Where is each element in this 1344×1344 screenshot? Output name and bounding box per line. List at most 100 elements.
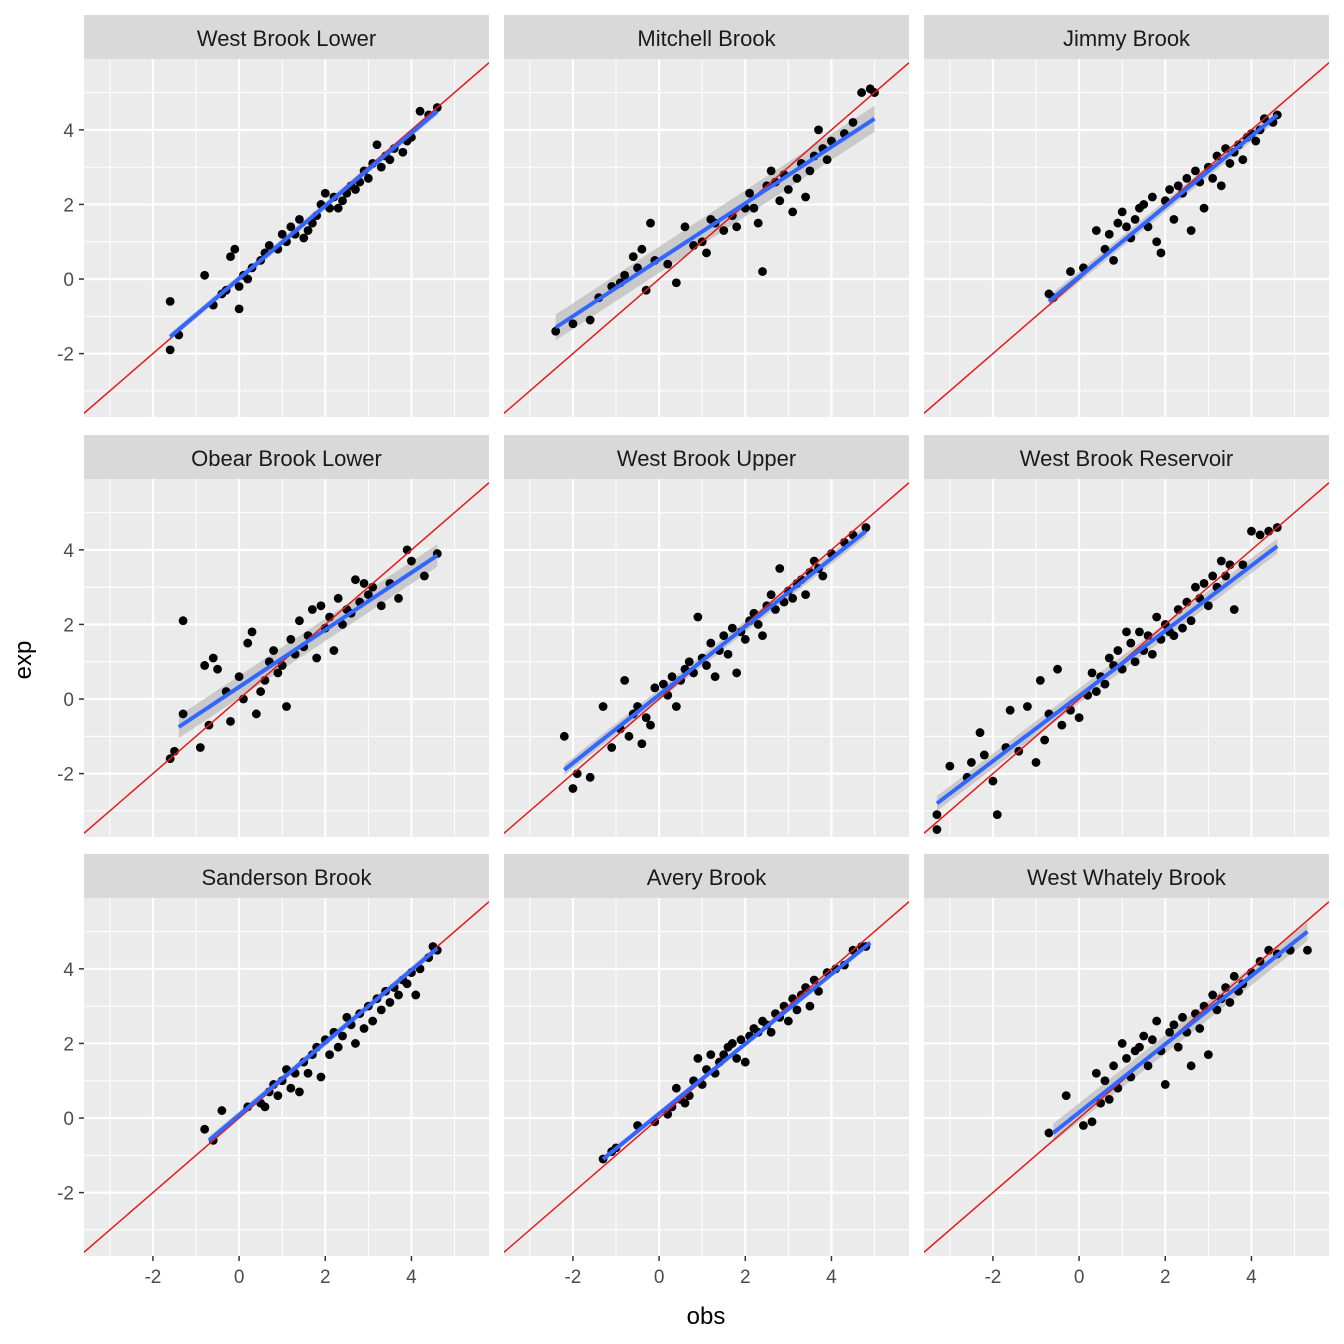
data-point [372, 140, 382, 150]
data-point [351, 1039, 360, 1048]
data-point [680, 222, 690, 232]
data-point [585, 772, 595, 782]
regression-line [168, 109, 439, 339]
data-point [1061, 1091, 1071, 1101]
data-point [1165, 185, 1174, 194]
regression-line [1052, 929, 1309, 1135]
regression-line [601, 941, 872, 1161]
data-point [351, 185, 360, 194]
y-tick-label: 0 [63, 1109, 74, 1130]
data-point [342, 1012, 352, 1022]
facet-strip [504, 854, 909, 898]
data-point [195, 743, 205, 752]
data-point [1169, 631, 1179, 641]
data-point [732, 668, 742, 678]
data-point [1199, 579, 1209, 588]
x-tick-label: 4 [1246, 1267, 1257, 1288]
data-point [1216, 556, 1226, 566]
data-point [641, 713, 651, 723]
data-point [1143, 1061, 1153, 1071]
data-point [1147, 649, 1157, 659]
data-point [857, 88, 867, 97]
y-tick-label: -2 [57, 1184, 74, 1205]
facet-strip-title: Jimmy Brook [1063, 26, 1191, 51]
facet-strip-title: West Brook Upper [617, 446, 796, 471]
data-point [1225, 159, 1235, 168]
data-point [1087, 668, 1097, 678]
facet-panel: Mitchell Brook [504, 15, 909, 417]
data-point [932, 825, 942, 834]
data-point [598, 702, 608, 711]
data-point [766, 1027, 776, 1037]
regression-line [563, 529, 868, 772]
data-point [1186, 1061, 1196, 1071]
data-point [719, 631, 729, 641]
data-point [740, 634, 750, 644]
facet-strip [84, 15, 489, 59]
data-point [1238, 560, 1248, 570]
data-point [351, 575, 360, 585]
data-point [783, 185, 793, 194]
data-point [723, 649, 733, 659]
x-tick-label: 0 [654, 1267, 665, 1288]
data-point [693, 1053, 703, 1063]
reference-line [84, 482, 489, 834]
x-tick-label: -2 [984, 1267, 1001, 1288]
data-point [1122, 627, 1131, 637]
data-point [775, 196, 785, 206]
facet-panel: Obear Brook Lower -2 0 2 4 [57, 435, 489, 837]
data-point [671, 278, 681, 288]
data-point [165, 345, 175, 355]
data-point [286, 222, 296, 232]
data-point [226, 252, 235, 262]
panel-plot-area [924, 62, 1329, 414]
data-point [706, 1050, 716, 1060]
data-point [1005, 705, 1015, 715]
data-point [992, 810, 1002, 820]
data-point [628, 252, 638, 262]
data-point [316, 601, 326, 611]
data-point [286, 1083, 296, 1093]
panel-plot-area [84, 62, 489, 414]
data-point [234, 282, 244, 291]
data-point [1135, 1042, 1144, 1052]
data-point [568, 319, 578, 329]
data-point [975, 728, 985, 737]
data-point [1040, 735, 1050, 745]
data-point [1255, 530, 1265, 540]
data-point [411, 990, 421, 1000]
data-point [659, 679, 668, 689]
panel-plot-area [924, 482, 1329, 834]
y-tick-label: 2 [63, 1034, 74, 1055]
facet-strip [84, 435, 489, 479]
x-tick-label: 4 [826, 1267, 837, 1288]
data-point [295, 1087, 304, 1097]
data-point [200, 1124, 210, 1134]
data-point [338, 1031, 347, 1041]
data-point [1186, 616, 1196, 626]
data-point [1203, 601, 1213, 611]
data-point [359, 579, 369, 588]
data-point [788, 207, 798, 217]
data-point [200, 661, 210, 670]
panel-plot-area [84, 901, 489, 1253]
data-point [684, 657, 694, 667]
data-point [208, 653, 218, 663]
data-point [269, 646, 278, 655]
data-point [1225, 998, 1235, 1007]
data-point [646, 720, 655, 730]
data-point [585, 315, 595, 325]
data-point [771, 605, 780, 614]
data-point [753, 620, 763, 629]
data-point [671, 1083, 681, 1093]
data-point [1160, 1080, 1170, 1089]
data-point [316, 1072, 326, 1082]
data-point [1178, 1012, 1187, 1022]
data-point [264, 241, 274, 250]
regression-line [554, 116, 876, 330]
data-point [286, 634, 296, 644]
data-point [805, 166, 815, 176]
data-point [1229, 605, 1239, 614]
data-point [1152, 237, 1162, 247]
